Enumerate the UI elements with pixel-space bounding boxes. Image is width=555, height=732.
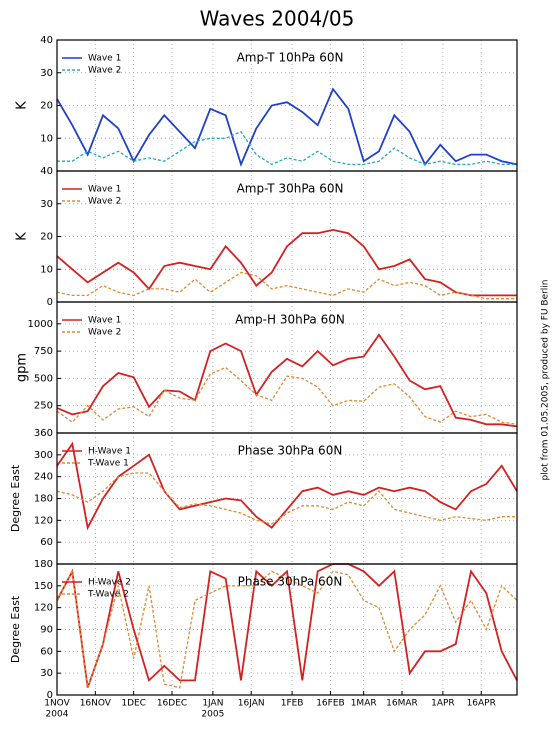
- y-tick-label: 20: [40, 101, 53, 112]
- x-tick-label: 16JAN: [238, 699, 265, 709]
- x-tick-label: 1DEC: [121, 699, 146, 709]
- data-line: [56, 441, 518, 531]
- y-tick-label: 10: [40, 264, 53, 275]
- chart-title: Waves 2004/05: [200, 7, 355, 31]
- y-axis-label: Degree East: [9, 595, 22, 663]
- panel-title: Phase 30hPa 60N: [238, 444, 343, 458]
- legend-label: Wave 2: [88, 66, 121, 76]
- x-tick-label: 16NOV: [80, 699, 112, 709]
- data-line: [56, 366, 518, 425]
- x-tick-label: 1APR: [431, 699, 455, 709]
- y-tick-label: 20: [40, 232, 53, 243]
- y-tick-label: 0: [47, 690, 53, 701]
- x-tick-label: 16DEC: [157, 699, 187, 709]
- y-tick-label: 40: [40, 166, 53, 177]
- data-line: [56, 563, 518, 688]
- data-line: [56, 87, 518, 168]
- y-axis-label: Degree East: [9, 464, 22, 532]
- x-year-label: 2004: [46, 710, 69, 720]
- y-tick-label: 500: [34, 373, 53, 384]
- legend-label: Wave 1: [88, 54, 121, 64]
- y-tick-label: 60: [40, 537, 53, 548]
- y-tick-label: 60: [40, 646, 53, 657]
- legend-label: H-Wave 1: [88, 447, 131, 457]
- y-tick-label: 90: [40, 625, 53, 636]
- y-tick-label: 360: [34, 428, 53, 439]
- y-tick-label: 120: [34, 515, 53, 526]
- y-tick-label: 750: [34, 346, 53, 357]
- legend-label: T-Wave 1: [87, 459, 129, 469]
- data-line: [56, 271, 517, 300]
- data-line: [56, 228, 517, 297]
- x-tick-label: 16APR: [467, 699, 496, 709]
- legend-label: T-Wave 2: [87, 590, 129, 600]
- y-tick-label: 300: [34, 450, 53, 461]
- y-tick-label: 250: [34, 401, 53, 412]
- y-axis-label: K: [15, 101, 30, 110]
- y-tick-label: 150: [34, 581, 53, 592]
- x-tick-label: 1MAR: [351, 699, 377, 709]
- y-tick-label: 40: [40, 35, 53, 46]
- panel-title: Amp-H 30hPa 60N: [235, 313, 345, 327]
- data-line: [56, 569, 518, 689]
- x-year-label: 2005: [201, 710, 224, 720]
- y-axis-label: K: [15, 232, 30, 241]
- data-line: [56, 333, 518, 428]
- y-axis-label: gpm: [15, 353, 30, 382]
- panel-title: Amp-T 30hPa 60N: [237, 182, 344, 196]
- credit: plot from 01.05.2005, produced by FU Ber…: [541, 279, 551, 480]
- x-tick-label: 1NOV: [44, 699, 70, 709]
- y-tick-label: 120: [34, 603, 53, 614]
- x-tick-label: 16FEB: [316, 699, 345, 709]
- legend-label: Wave 1: [88, 185, 121, 195]
- y-tick-label: 30: [40, 199, 53, 210]
- y-tick-label: 240: [34, 472, 53, 483]
- legend-label: Wave 2: [88, 328, 121, 338]
- legend-label: Wave 2: [88, 197, 121, 207]
- y-tick-label: 30: [40, 668, 53, 679]
- y-tick-label: 10: [40, 133, 53, 144]
- data-line: [56, 472, 517, 525]
- legend-label: H-Wave 2: [88, 578, 131, 588]
- x-tick-label: 1JAN: [202, 699, 223, 709]
- y-tick-label: 30: [40, 68, 53, 79]
- y-tick-label: 0: [47, 297, 53, 308]
- y-tick-label: 180: [34, 494, 53, 505]
- legend-label: Wave 1: [88, 316, 121, 326]
- data-line: [57, 130, 517, 166]
- panel-title: Amp-T 10hPa 60N: [237, 51, 344, 65]
- x-tick-label: 1FEB: [281, 699, 304, 709]
- x-tick-label: 16MAR: [386, 699, 418, 709]
- panel-title: Phase 30hPa 60N: [238, 575, 343, 589]
- plot-frame: [56, 563, 518, 696]
- y-tick-label: 1000: [28, 319, 53, 330]
- y-tick-label: 180: [34, 559, 53, 570]
